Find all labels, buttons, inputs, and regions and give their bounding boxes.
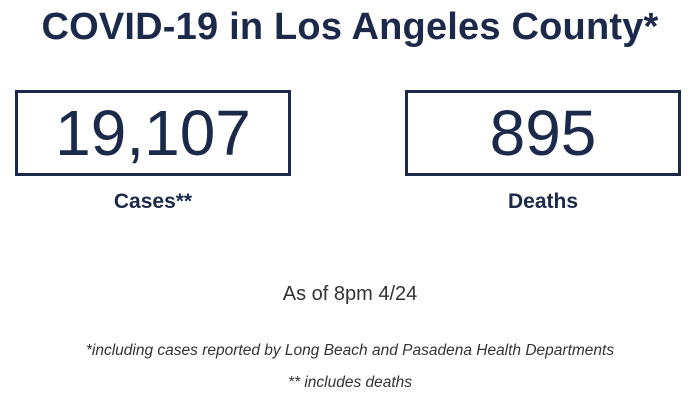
deaths-count: 895	[489, 97, 597, 169]
deaths-label: Deaths	[507, 190, 579, 213]
cases-count: 19,107	[55, 97, 251, 169]
deaths-footnote: ** includes deaths	[287, 374, 413, 391]
page-title: COVID-19 in Los Angeles County*	[41, 6, 659, 48]
cases-footnote: *including cases reported by Long Beach …	[85, 342, 615, 359]
cases-label: Cases**	[113, 190, 193, 213]
as-of-timestamp: As of 8pm 4/24	[282, 283, 418, 305]
cases-box: 19,107	[15, 90, 291, 176]
deaths-box: 895	[405, 90, 681, 176]
